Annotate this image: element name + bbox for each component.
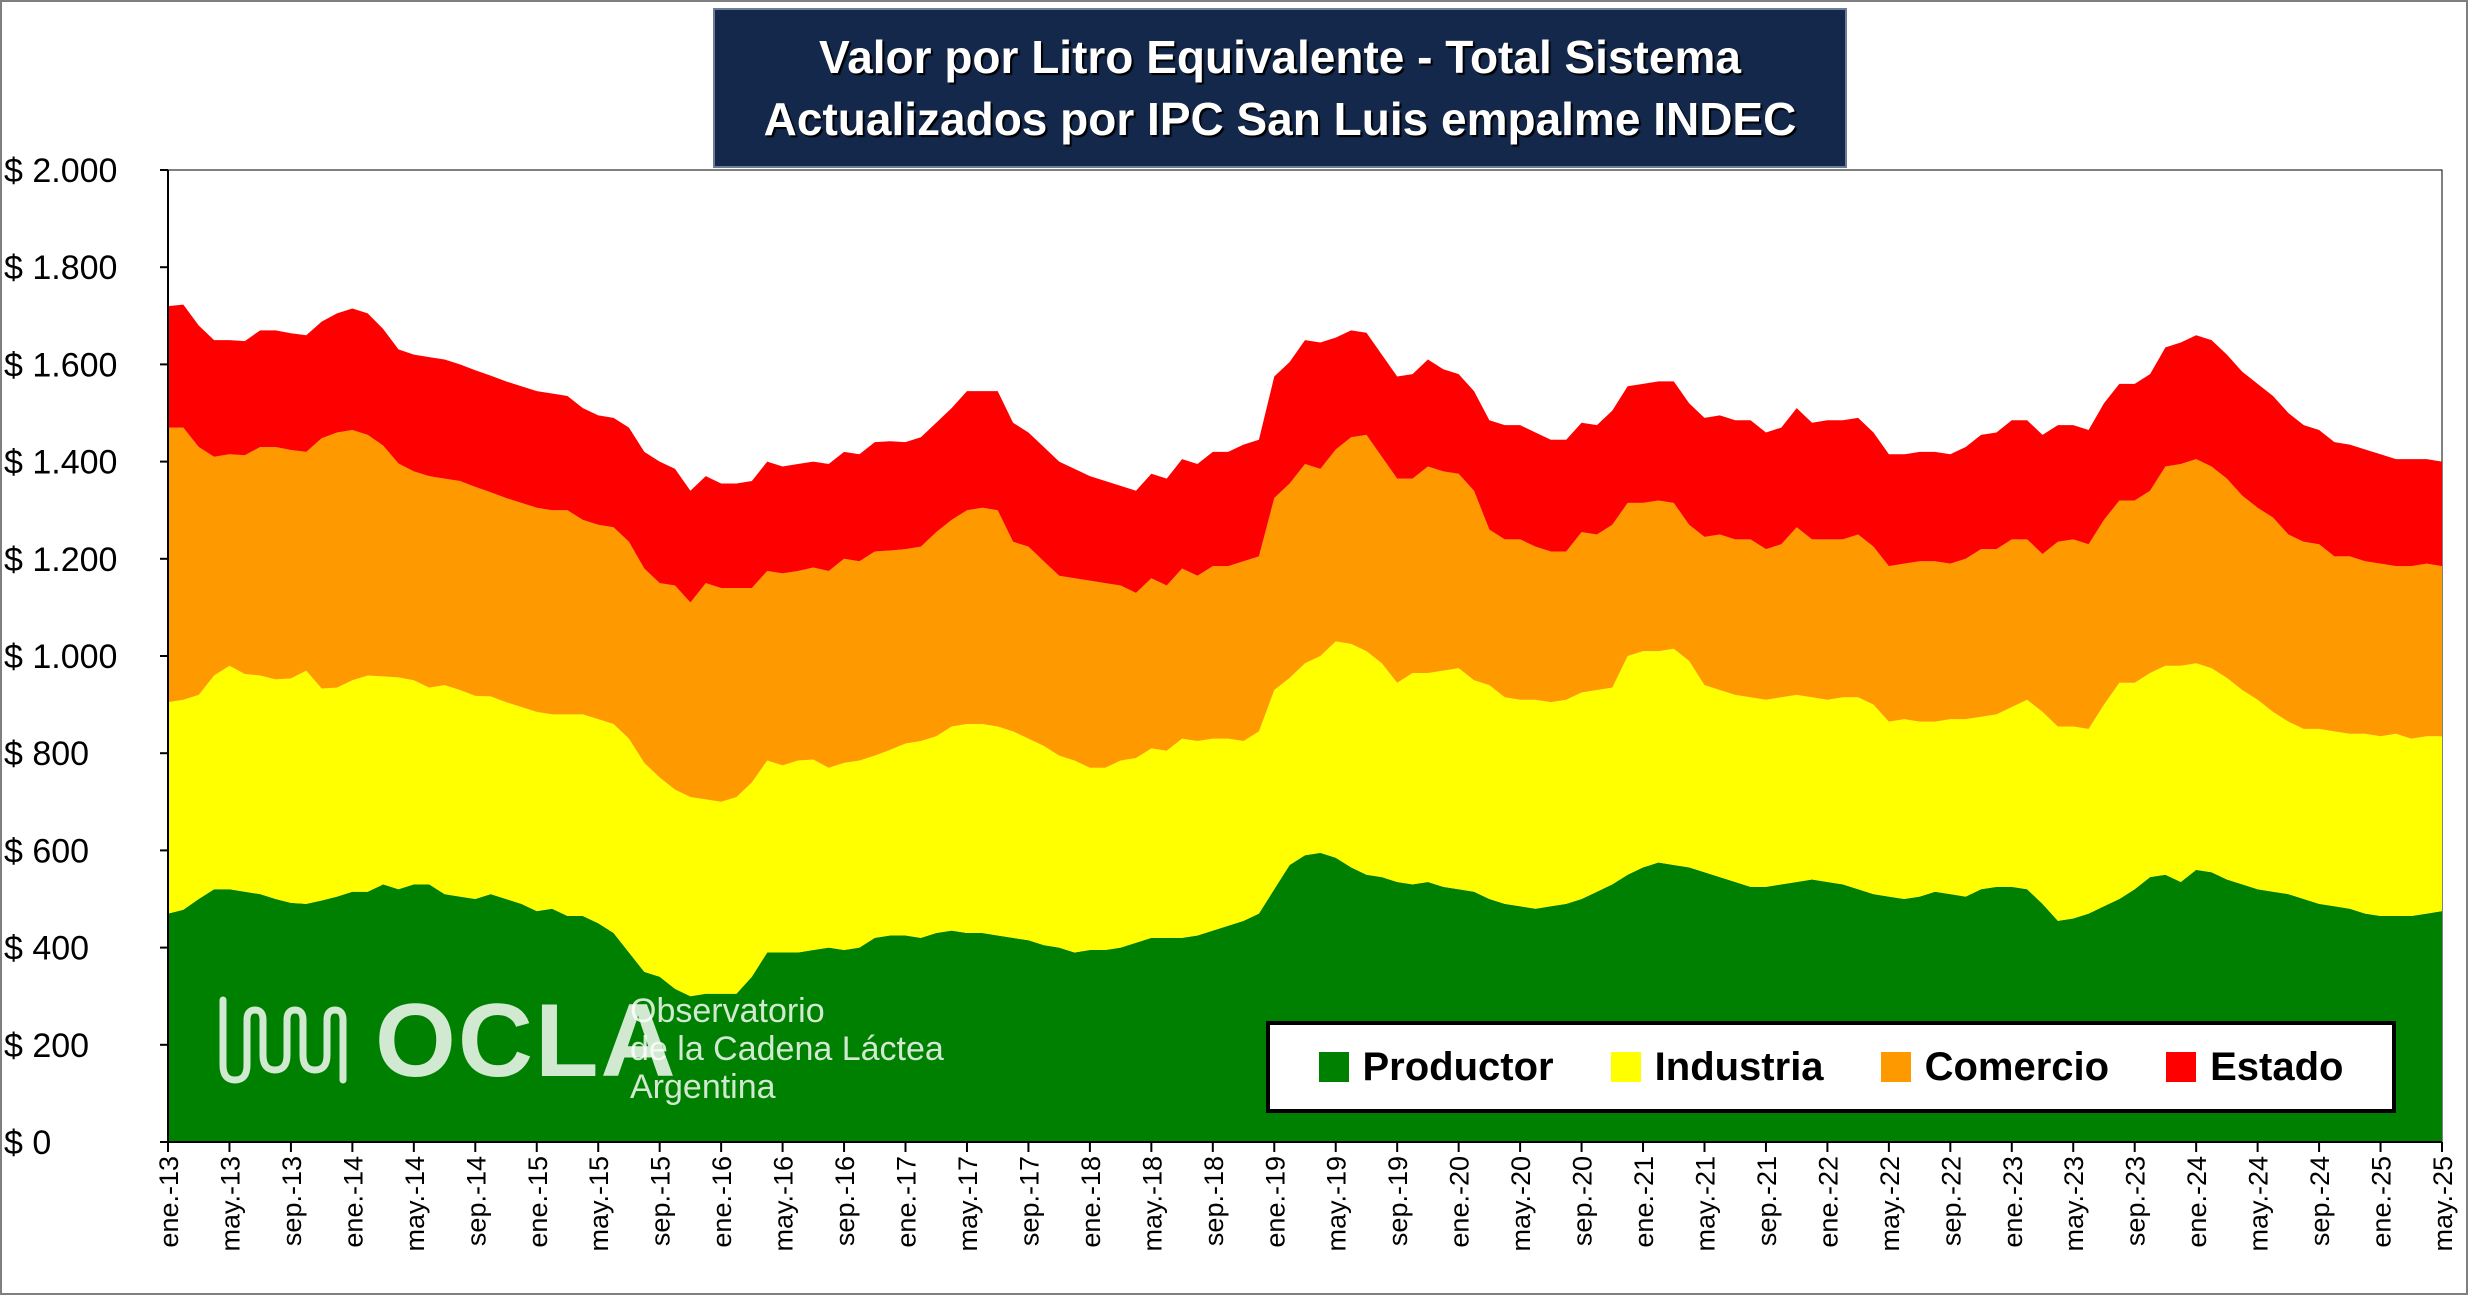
x-tick-label: may.-17	[953, 1156, 983, 1252]
x-tick-label: ene.-22	[1813, 1156, 1843, 1248]
legend-swatch-industria	[1610, 1052, 1641, 1082]
x-tick-label: sep.-14	[461, 1156, 491, 1246]
x-tick-label: may.-18	[1137, 1156, 1167, 1252]
x-tick-label: sep.-15	[646, 1156, 676, 1246]
y-tick-label: $ 1.000	[4, 638, 117, 676]
x-tick-label: ene.-25	[2367, 1156, 2397, 1248]
legend-label-estado: Estado	[2210, 1044, 2344, 1089]
y-tick-label: $ 200	[4, 1027, 89, 1065]
x-tick-label: ene.-24	[2182, 1156, 2212, 1248]
x-tick-label: sep.-13	[277, 1156, 307, 1246]
chart-legend: Productor Industria Comercio Estado	[1266, 1021, 2396, 1113]
x-tick-label: sep.-22	[1936, 1156, 1966, 1246]
legend-item-industria: Industria	[1610, 1044, 1824, 1090]
x-tick-label: may.-19	[1322, 1156, 1352, 1252]
x-tick-label: may.-13	[215, 1156, 245, 1252]
chart-subtitle: Actualizados por IPC San Luis empalme IN…	[763, 93, 1797, 145]
x-tick-label: ene.-20	[1445, 1156, 1475, 1248]
y-tick-label: $ 400	[4, 930, 89, 968]
legend-label-comercio: Comercio	[1924, 1044, 2110, 1089]
y-tick-label: $ 800	[4, 735, 89, 773]
area-series-estado	[168, 304, 2442, 603]
chart-title: Valor por Litro Equivalente - Total Sist…	[819, 31, 1741, 83]
logo-line-3: Argentina	[630, 1068, 776, 1106]
logo-line-2: de la Cadena Láctea	[630, 1030, 944, 1068]
ocla-logo: OCLA Observatorio de la Cadena Láctea Ar…	[215, 983, 975, 1120]
x-tick-label: sep.-17	[1014, 1156, 1044, 1246]
x-tick-label: may.-15	[584, 1156, 614, 1252]
y-tick-label: $ 2.000	[4, 152, 117, 190]
legend-swatch-estado	[2166, 1052, 2197, 1082]
x-tick-label: may.-20	[1506, 1156, 1536, 1252]
x-tick-label: ene.-16	[707, 1156, 737, 1248]
x-tick-label: sep.-24	[2305, 1156, 2335, 1246]
logo-line-1: Observatorio	[630, 992, 825, 1030]
x-tick-label: sep.-23	[2121, 1156, 2151, 1246]
x-tick-label: ene.-18	[1076, 1156, 1106, 1248]
legend-label-industria: Industria	[1654, 1044, 1824, 1089]
x-tick-label: ene.-19	[1260, 1156, 1290, 1248]
y-tick-label: $ 0	[4, 1124, 51, 1162]
x-tick-label: may.-24	[2244, 1156, 2274, 1252]
legend-swatch-comercio	[1880, 1052, 1911, 1082]
x-tick-label: sep.-21	[1752, 1156, 1782, 1246]
x-tick-label: ene.-15	[523, 1156, 553, 1248]
x-tick-label: sep.-20	[1568, 1156, 1598, 1246]
x-tick-label: ene.-23	[1998, 1156, 2028, 1248]
legend-label-productor: Productor	[1362, 1044, 1554, 1089]
x-tick-label: sep.-18	[1199, 1156, 1229, 1246]
legend-item-estado: Estado	[2166, 1045, 2343, 1090]
area-series-comercio	[168, 427, 2442, 802]
x-tick-label: may.-21	[1690, 1156, 1720, 1252]
x-tick-label: sep.-16	[830, 1156, 860, 1246]
x-tick-label: may.-16	[769, 1156, 799, 1252]
milk-wave-icon	[219, 996, 347, 1084]
x-tick-label: ene.-17	[892, 1156, 922, 1248]
x-tick-label: may.-23	[2059, 1156, 2089, 1252]
y-tick-label: $ 1.400	[4, 444, 117, 482]
x-tick-label: ene.-14	[338, 1156, 368, 1248]
x-tick-label: ene.-21	[1629, 1156, 1659, 1248]
x-tick-label: may.-22	[1875, 1156, 1905, 1252]
y-tick-label: $ 600	[4, 832, 89, 870]
y-tick-label: $ 1.200	[4, 541, 117, 579]
y-tick-label: $ 1.600	[4, 346, 117, 384]
x-tick-label: sep.-19	[1383, 1156, 1413, 1246]
legend-swatch-productor	[1318, 1052, 1349, 1082]
logo-wordmark: OCLA	[375, 983, 678, 1099]
x-tick-label: may.-25	[2428, 1156, 2458, 1252]
x-tick-label: ene.-13	[154, 1156, 184, 1248]
chart-title-box: Valor por Litro Equivalente - Total Sist…	[713, 8, 1847, 168]
logo-subtitle: Observatorio de la Cadena Láctea Argenti…	[630, 992, 944, 1106]
legend-item-productor: Productor	[1318, 1044, 1554, 1090]
area-series-industria	[168, 641, 2442, 997]
legend-item-comercio: Comercio	[1880, 1044, 2110, 1090]
y-tick-label: $ 1.800	[4, 249, 117, 287]
x-tick-label: may.-14	[400, 1156, 430, 1252]
